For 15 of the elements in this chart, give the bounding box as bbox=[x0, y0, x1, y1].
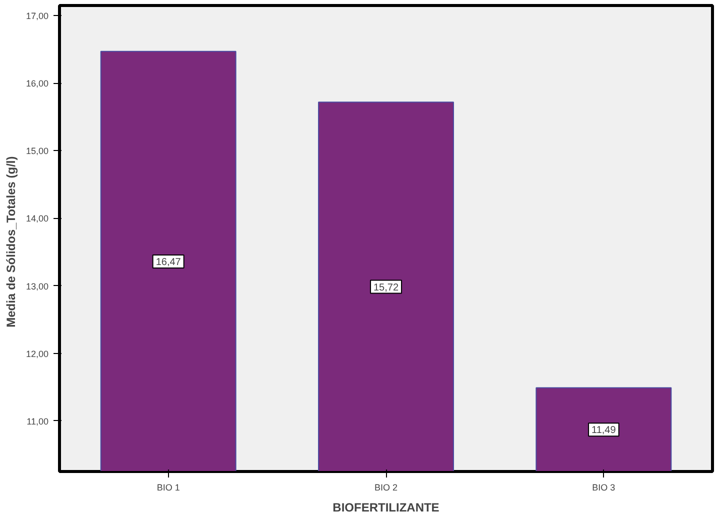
data-label: 11,49 bbox=[592, 425, 616, 436]
y-tick-label: 15,00 bbox=[26, 146, 49, 156]
y-axis-title: Media de Sólidos_Totales (g/l) bbox=[4, 156, 18, 328]
data-label: 16,47 bbox=[156, 256, 182, 268]
x-tick-label: BIO 2 bbox=[374, 482, 398, 492]
x-tick-label: BIO 3 bbox=[592, 482, 616, 492]
y-tick-label: 13,00 bbox=[26, 281, 49, 292]
y-tick-label: 16,00 bbox=[26, 78, 49, 89]
y-tick-label: 11,00 bbox=[26, 416, 49, 426]
data-label: 15,72 bbox=[373, 282, 399, 294]
y-tick-label: 17,00 bbox=[26, 11, 49, 22]
y-tick-label: 14,00 bbox=[26, 214, 49, 224]
y-tick-label: 12,00 bbox=[26, 348, 49, 359]
x-axis-title: BIOFERTILIZANTE bbox=[332, 500, 440, 514]
x-tick-label: BIO 1 bbox=[156, 482, 180, 492]
